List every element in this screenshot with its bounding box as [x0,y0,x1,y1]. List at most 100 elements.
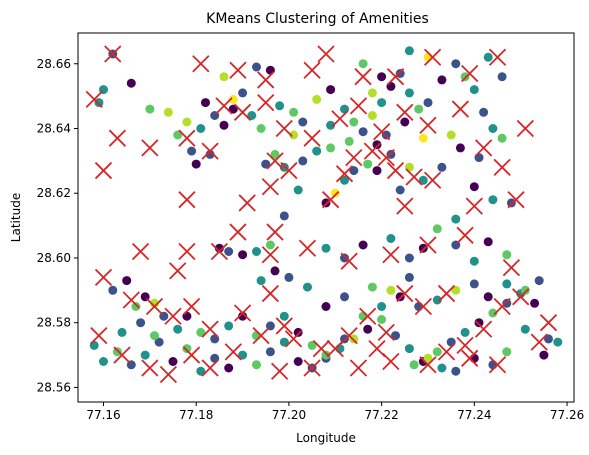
x-axis-label: Longitude [296,431,356,445]
centroid-markers-layer [85,45,558,384]
centroid-marker [201,359,219,377]
cluster-point [502,298,512,308]
cluster-point [122,276,132,286]
centroid-marker [396,103,414,121]
cluster-point [451,366,461,376]
cluster-point [469,353,479,363]
centroid-marker [238,194,256,212]
centroid-marker [201,142,219,160]
centroid-marker [419,356,437,374]
y-tick-label: 28.66 [37,57,71,71]
cluster-point [530,298,540,308]
cluster-point [363,324,373,334]
centroid-marker [261,178,280,196]
cluster-point [488,195,498,205]
centroid-marker [488,356,507,374]
cluster-point [238,250,248,260]
cluster-point [483,292,493,302]
centroid-marker [192,55,210,73]
centroid-marker [252,327,270,345]
cluster-point [409,360,419,370]
centroid-marker [164,307,182,325]
cluster-point [451,285,461,295]
centroid-marker [141,359,159,377]
cluster-point [358,240,368,250]
centroid-marker [275,119,293,138]
centroid-marker [261,284,280,303]
cluster-point [307,340,317,350]
centroid-marker [465,197,483,215]
cluster-point [460,327,470,337]
centroid-marker [178,242,196,261]
cluster-point [423,98,433,108]
cluster-point [520,324,530,334]
cluster-point [377,98,387,108]
centroid-marker [461,64,479,83]
cluster-point [252,247,261,256]
cluster-point [474,318,484,328]
cluster-point [279,311,289,321]
cluster-point [423,353,433,363]
centroid-marker [359,307,377,325]
cluster-point [446,130,456,140]
y-tick-label: 28.60 [37,251,71,265]
cluster-point [335,344,345,354]
centroid-marker [363,142,381,160]
cluster-point [488,308,498,318]
cluster-point [196,366,206,376]
cluster-point [340,292,349,302]
cluster-point [219,120,229,130]
centroid-marker [215,97,233,115]
cluster-point [247,111,257,120]
cluster-point [182,344,192,354]
y-tick-label: 28.62 [37,186,71,200]
centroid-marker [85,90,103,108]
cluster-point [289,107,299,117]
centroid-marker [280,161,298,180]
cluster-point [544,334,553,344]
centroid-marker [257,71,275,89]
centroid-marker [423,171,442,189]
centroid-marker [271,362,289,380]
chart-title: KMeans Clustering of Amenities [206,11,429,27]
cluster-point [275,101,285,111]
cluster-point [386,285,396,295]
centroid-marker [382,352,400,371]
cluster-point [377,302,387,311]
cluster-point [437,162,447,172]
cluster-point [483,52,493,62]
cluster-point [423,52,433,62]
cluster-point [418,175,428,185]
cluster-point [94,98,104,108]
cluster-point [520,285,530,295]
centroid-marker [131,242,150,261]
cluster-point [367,282,377,292]
cluster-point [506,198,516,208]
cluster-point [497,72,507,82]
centroid-marker [474,320,493,338]
cluster-point [298,117,308,127]
centroid-marker [419,236,437,254]
cluster-point [469,182,479,192]
cluster-point [265,240,275,250]
y-tick-label: 28.58 [37,316,71,330]
centroid-marker [275,317,293,335]
centroid-marker [502,259,521,277]
centroid-marker [335,165,354,183]
centroid-marker [303,359,321,377]
cluster-point [145,104,155,114]
cluster-point [395,185,405,195]
cluster-point [455,143,465,153]
centroid-marker [326,339,344,358]
cluster-point [256,124,266,133]
cluster-point [312,94,322,104]
cluster-point [460,72,470,82]
cluster-point [150,331,159,341]
cluster-point [488,360,498,370]
cluster-point [182,117,192,127]
centroid-marker [340,327,358,345]
centroid-marker [437,284,456,303]
cluster-point [377,72,387,82]
cluster-point [326,120,336,130]
